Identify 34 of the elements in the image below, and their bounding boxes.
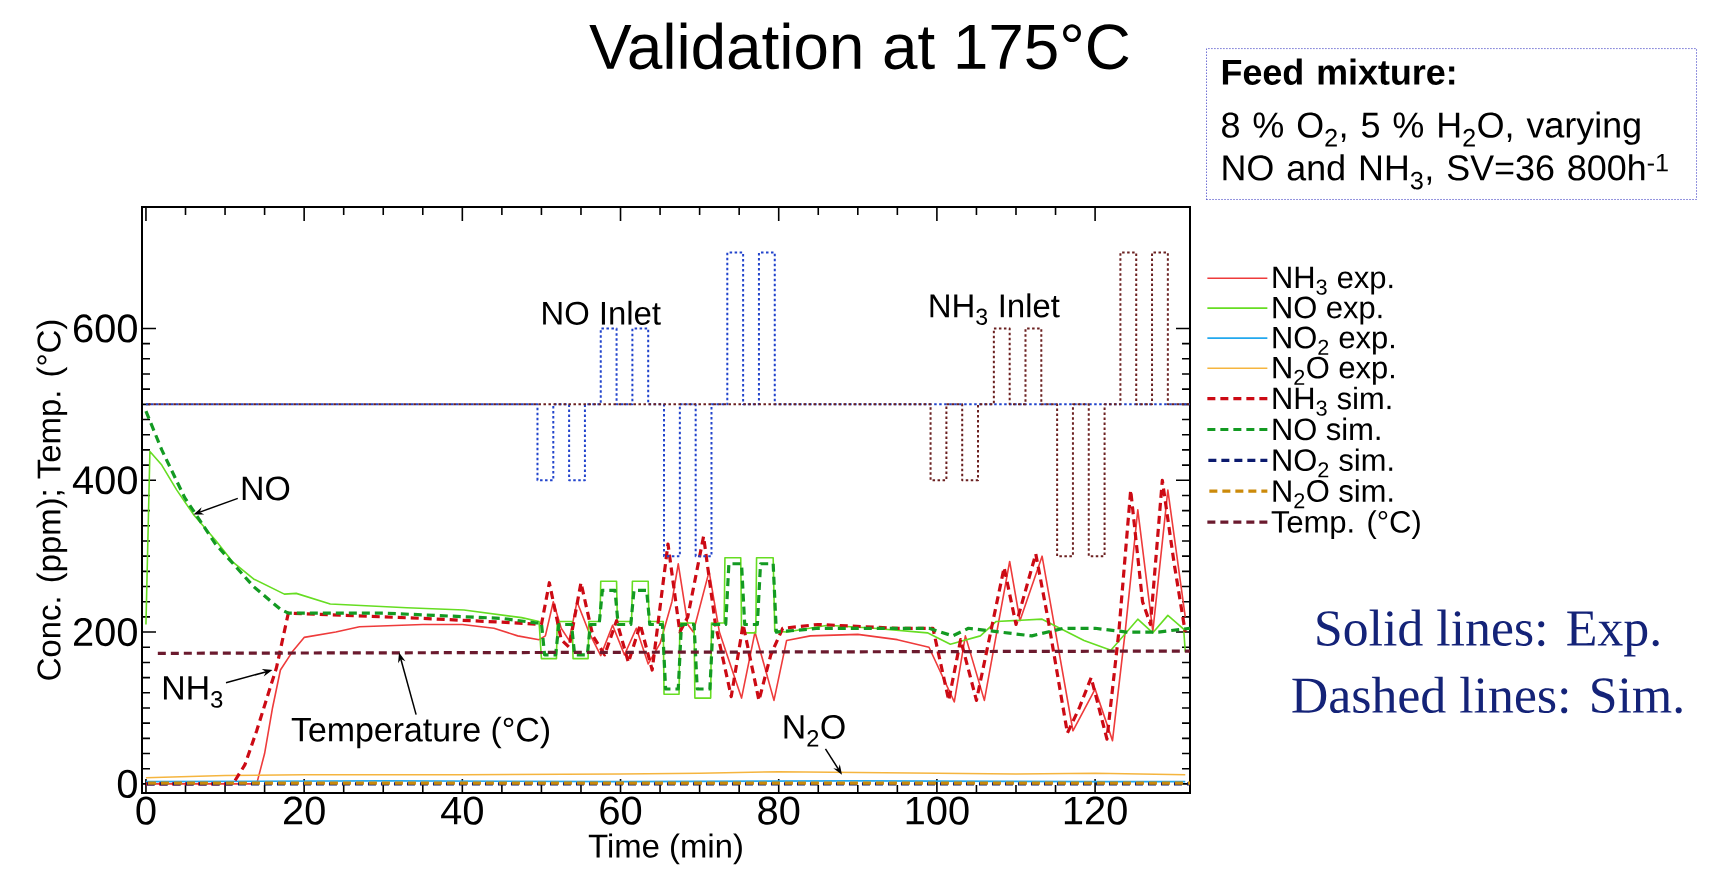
legend-label: NO exp. bbox=[1273, 296, 1382, 325]
line-series bbox=[145, 770, 1187, 779]
legend-label: N$_{2}$O exp. bbox=[1273, 356, 1394, 385]
text: 8 % O$_{2}$, 5 % H$_{2}$O, varying NO and NH$_{3}$, SV=36 800h$^{-1}$ bbox=[1222, 111, 1668, 190]
legend-label: NH$_{3}$ exp. bbox=[1273, 266, 1393, 295]
annotation: NO bbox=[242, 476, 290, 501]
series-label: NH$_{3}$ Inlet bbox=[930, 293, 1060, 325]
y-tick-label: 200 bbox=[73, 617, 137, 647]
x-tick-label: 60 bbox=[600, 796, 642, 825]
y-tick-label: 600 bbox=[74, 314, 137, 343]
chart-title: Validation at 175°C bbox=[589, 22, 1129, 70]
x-tick-label: 0 bbox=[136, 796, 156, 825]
y-tick-label: 400 bbox=[72, 466, 137, 495]
x-tick-label: 80 bbox=[758, 796, 800, 825]
annotation: Temperature (°C) bbox=[291, 716, 549, 749]
x-tick-label: 120 bbox=[1064, 796, 1127, 825]
x-tick-label: 20 bbox=[283, 796, 325, 825]
text: Solid lines: Exp. bbox=[1317, 609, 1659, 657]
annotation: NH$_{3}$ bbox=[163, 676, 223, 708]
legend-label: NH$_{3}$ sim. bbox=[1273, 386, 1391, 416]
legend-label: Temp. (°C) bbox=[1271, 510, 1420, 539]
annotation: N$_{2}$O bbox=[784, 714, 845, 747]
legend-label: N$_{2}$O sim. bbox=[1273, 479, 1393, 509]
legend-label: NO sim. bbox=[1273, 417, 1380, 441]
series-label: NO Inlet bbox=[543, 300, 661, 325]
legend-label: NO$_{2}$ sim. bbox=[1273, 448, 1393, 478]
x-axis-title: Time (min) bbox=[588, 833, 742, 865]
legend-label: NO$_{2}$ exp. bbox=[1273, 326, 1394, 355]
text: Dashed lines: Sim. bbox=[1292, 676, 1682, 714]
x-tick-label: 40 bbox=[441, 796, 483, 825]
x-tick-label: 100 bbox=[906, 796, 969, 825]
y-tick-label: 0 bbox=[117, 769, 137, 798]
text: Feed mixture: bbox=[1222, 58, 1455, 85]
y-axis-title: Conc. (ppm); Temp. (°C) bbox=[36, 320, 68, 680]
